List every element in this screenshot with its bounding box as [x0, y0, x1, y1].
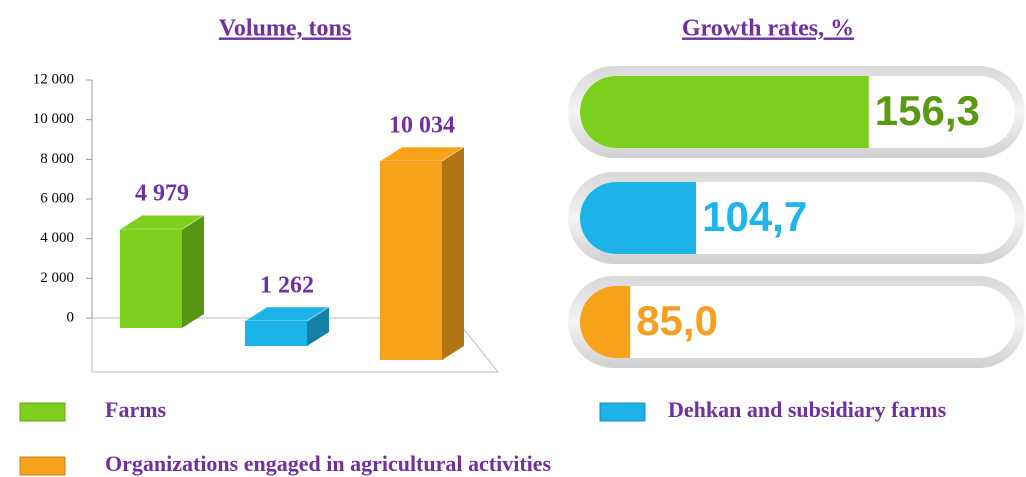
y-tick-label: 6 000 — [40, 190, 74, 206]
chart-title: Volume, tons — [219, 16, 351, 42]
legend-label: Organizations engaged in agricultural ac… — [105, 451, 552, 476]
legend-label: Dehkan and subsidiary farms — [668, 397, 947, 422]
value-label: 1 262 — [260, 272, 314, 298]
bar-front — [245, 320, 307, 346]
value-label: 10 034 — [389, 112, 455, 138]
bar-side — [307, 306, 329, 346]
floor — [91, 317, 500, 373]
y-tick-label: 0 — [67, 309, 75, 325]
bar-side — [182, 215, 204, 328]
value-label: 156,3 — [875, 87, 980, 134]
bar — [378, 146, 466, 360]
value-label: 104,7 — [702, 193, 807, 240]
y-tick-label: 8 000 — [40, 151, 74, 167]
chart-title: Growth rates, % — [682, 16, 854, 42]
value-label: 85,0 — [636, 297, 718, 344]
y-tick-label: 4 000 — [40, 230, 74, 246]
bar — [243, 306, 331, 346]
legend-label: Farms — [105, 397, 167, 422]
bar-front — [120, 229, 182, 328]
bar — [118, 214, 206, 328]
y-tick-label: 12 000 — [33, 71, 74, 87]
bar-front — [380, 160, 442, 360]
progress-fill — [580, 286, 631, 358]
legend-swatch — [19, 402, 66, 422]
progress-fill — [580, 76, 869, 148]
track — [580, 286, 1015, 358]
legend-swatch — [599, 402, 646, 422]
legend-swatch — [19, 456, 66, 476]
y-tick-label: 2 000 — [40, 270, 74, 286]
progress-fill — [580, 182, 697, 254]
value-label: 4 979 — [135, 181, 189, 207]
y-tick-label: 10 000 — [33, 111, 74, 127]
bar-side — [442, 146, 464, 360]
